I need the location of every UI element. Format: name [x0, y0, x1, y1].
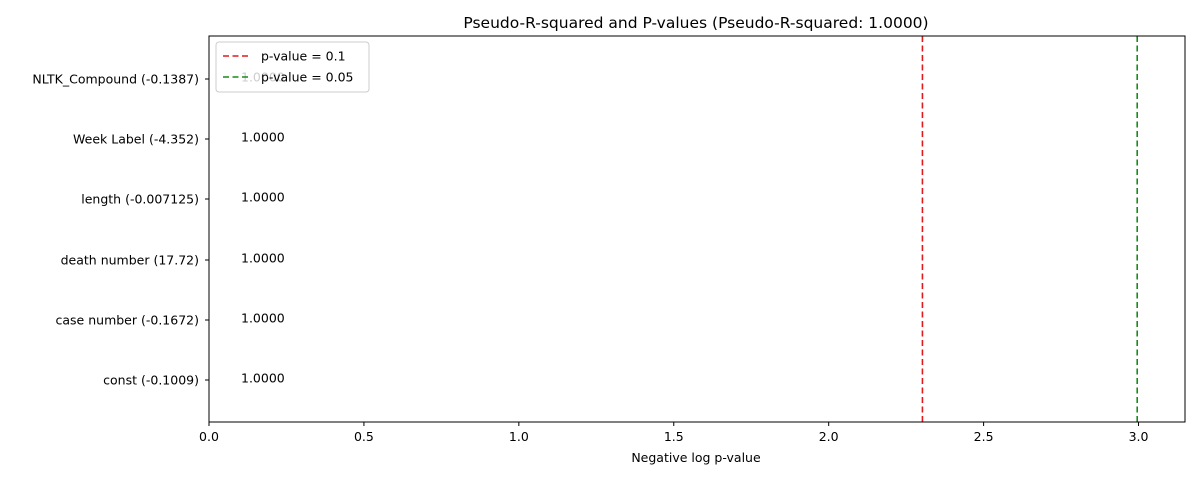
- y-tick-label: death number (17.72): [61, 253, 199, 268]
- y-tick-label: const (-0.1009): [103, 373, 199, 388]
- chart-title: Pseudo-R-squared and P-values (Pseudo-R-…: [463, 14, 928, 32]
- x-tick-label: 2.5: [974, 429, 994, 444]
- legend-box: [215, 41, 370, 93]
- bar-value-label: 1.0000: [241, 251, 285, 266]
- plot-area: const (-0.1009) 1.0000 case number (-0.167…: [32, 35, 1186, 444]
- bar-value-label: 1.0000: [241, 311, 285, 326]
- bar-value-label: 1.0000: [241, 371, 285, 386]
- legend: p-value = 0.1 p-value = 0.05: [215, 41, 370, 93]
- legend-label: p-value = 0.1: [261, 49, 346, 64]
- x-tick-label: 0.5: [354, 429, 374, 444]
- bar-value-label: 1.0000: [241, 130, 285, 145]
- x-tick-label: 1.5: [664, 429, 684, 444]
- legend-label: p-value = 0.05: [261, 70, 354, 85]
- y-tick-label: length (-0.007125): [81, 192, 199, 207]
- y-tick-label: NLTK_Compound (-0.1387): [32, 72, 199, 87]
- bar-value-label: 1.0000: [241, 190, 285, 205]
- y-tick-label: Week Label (-4.352): [73, 132, 199, 147]
- x-tick-label: 0.0: [199, 429, 219, 444]
- axes-frame: [208, 35, 1186, 423]
- x-tick-label: 3.0: [1129, 429, 1149, 444]
- x-tick-label: 1.0: [509, 429, 529, 444]
- x-axis-label: Negative log p-value: [631, 450, 761, 465]
- y-tick-label: case number (-0.1672): [56, 313, 199, 328]
- x-tick-label: 2.0: [819, 429, 839, 444]
